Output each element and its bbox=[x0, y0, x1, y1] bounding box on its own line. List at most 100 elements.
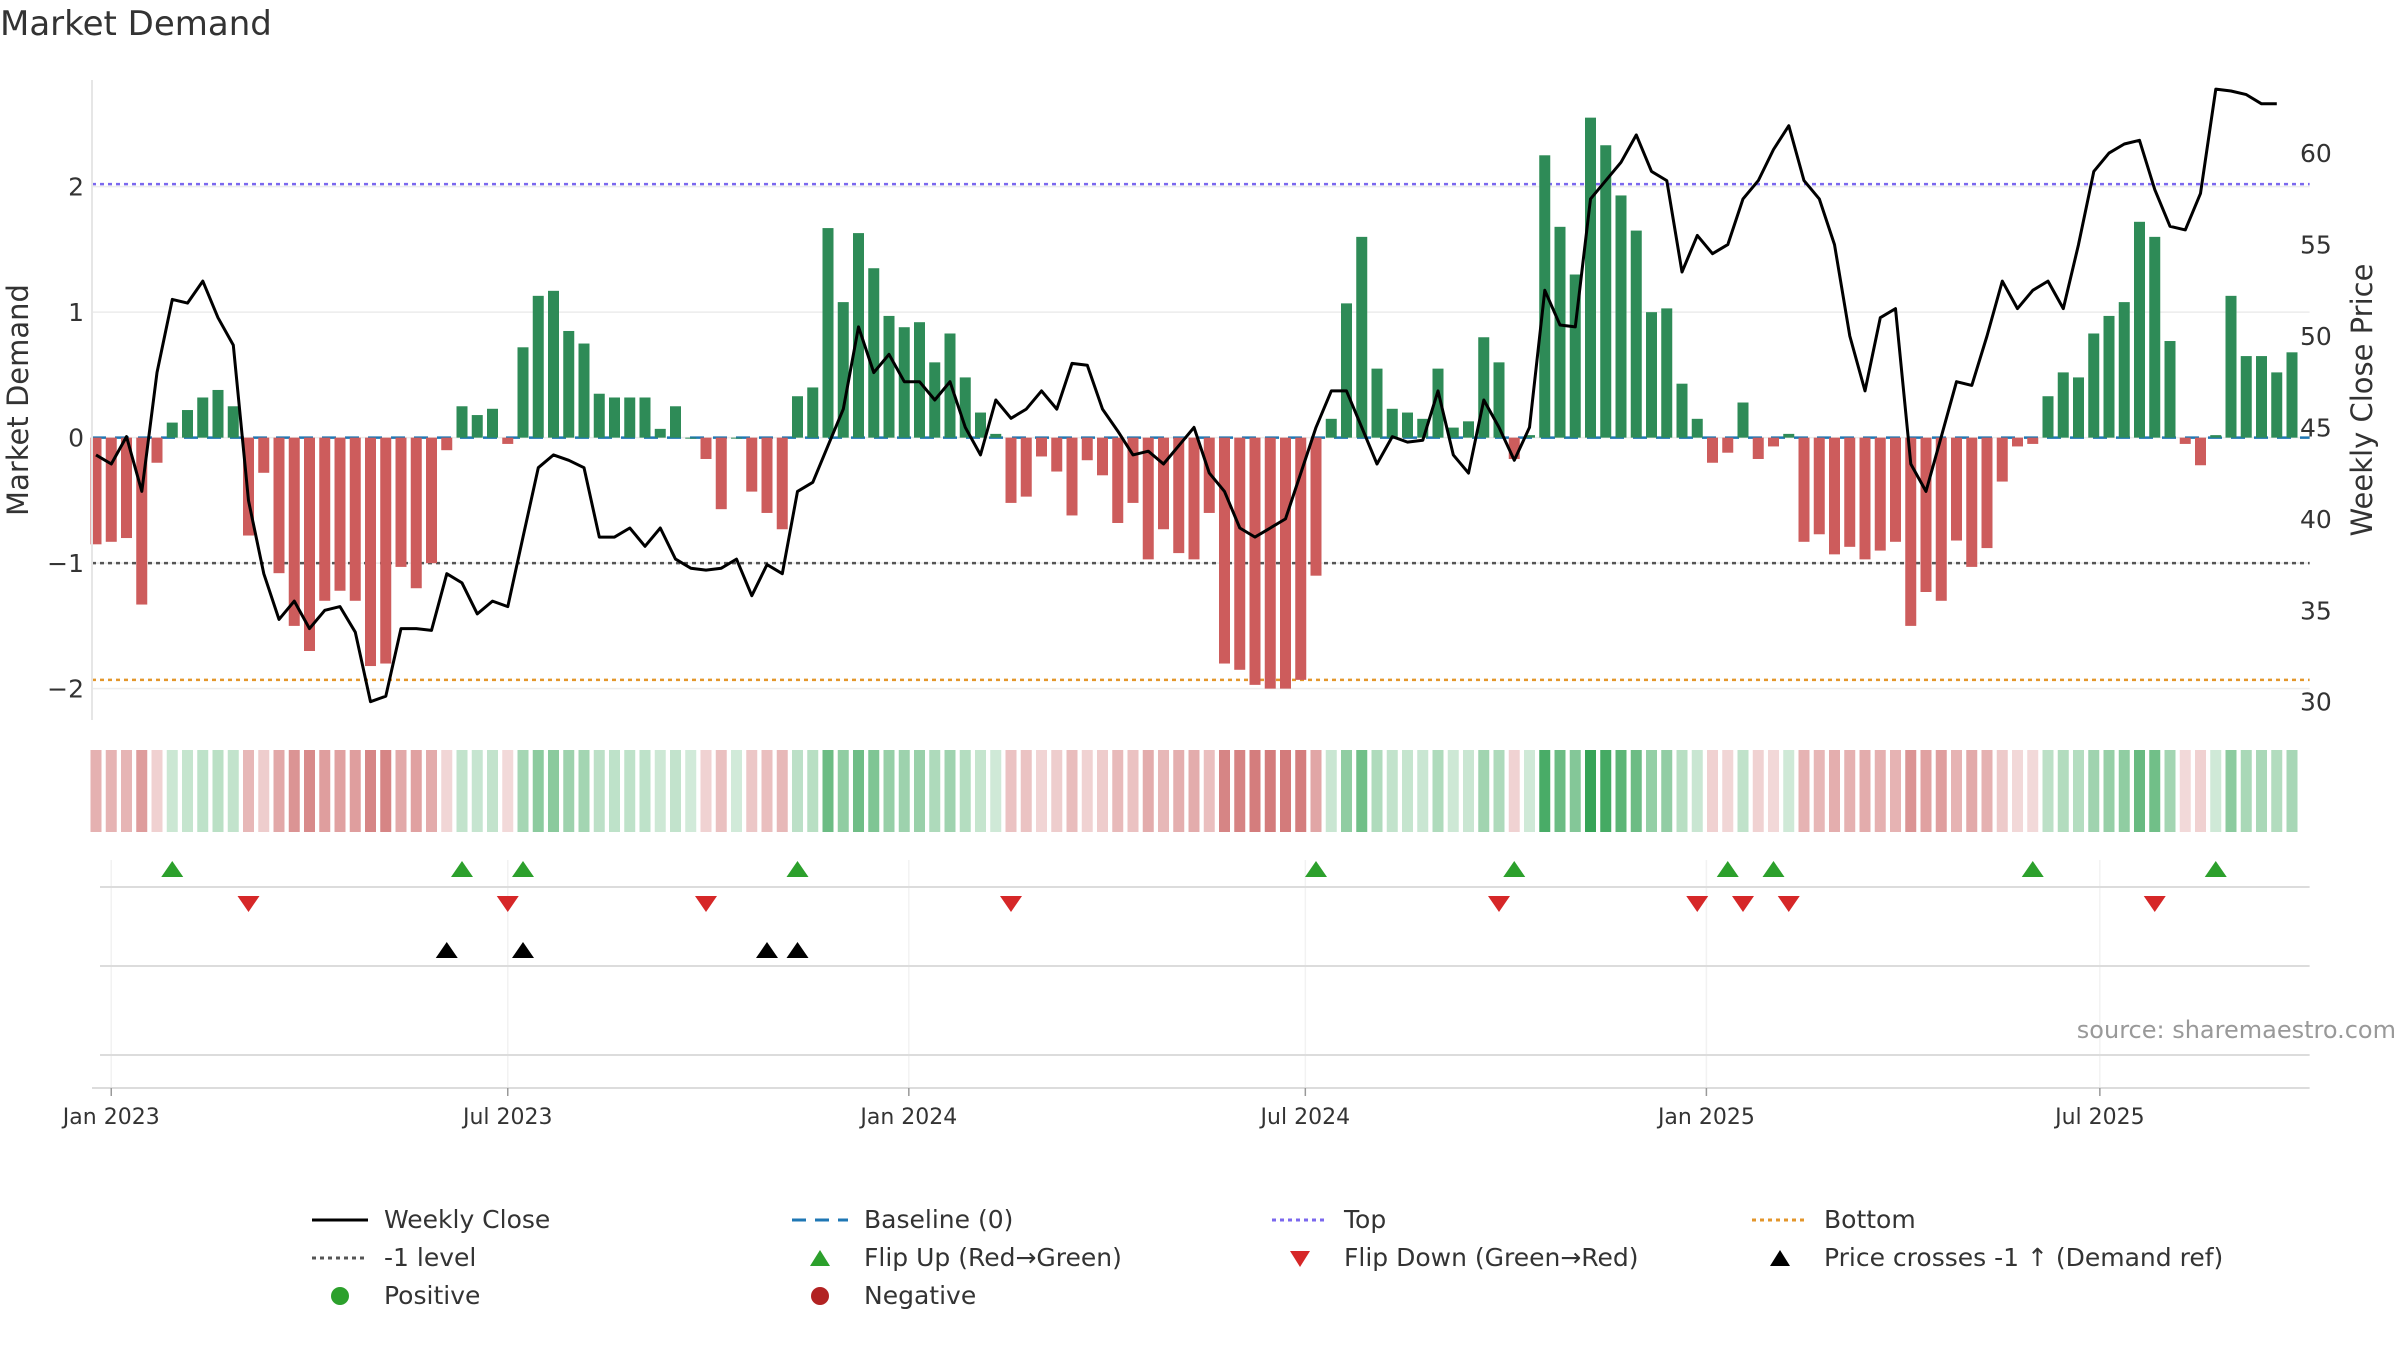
demand-bar bbox=[1508, 437, 1520, 459]
heat-cell bbox=[1188, 750, 1200, 832]
demand-bar bbox=[1386, 408, 1398, 438]
demand-bar bbox=[349, 437, 361, 601]
heat-cell bbox=[1508, 750, 1520, 832]
demand-bar bbox=[1829, 437, 1840, 555]
demand-bar bbox=[151, 437, 163, 463]
flip-down-marker bbox=[1488, 896, 1510, 912]
axes: 2 1 0 −1 −2 60 55 50 45 40 35 30 Market Demand Weekly… bbox=[1, 80, 2379, 720]
y-axis-label: Market Demand bbox=[1, 284, 35, 516]
heat-cell bbox=[105, 750, 117, 832]
heat-cell bbox=[654, 750, 666, 832]
heat-cell bbox=[853, 750, 864, 832]
demand-bar bbox=[1295, 437, 1307, 680]
demand-bar bbox=[1432, 368, 1444, 438]
demand-bar bbox=[1371, 368, 1383, 438]
heat-cell bbox=[273, 750, 285, 832]
heat-cell bbox=[517, 750, 529, 832]
heat-cell bbox=[2225, 750, 2237, 832]
heat-cell bbox=[990, 750, 1002, 832]
heat-cell bbox=[2210, 750, 2222, 832]
demand-bar bbox=[1966, 437, 1978, 567]
heat-cell bbox=[410, 750, 422, 832]
demand-bar bbox=[471, 415, 483, 438]
heat-cell bbox=[90, 750, 102, 832]
demand-bar bbox=[1066, 437, 1078, 516]
demand-bar bbox=[746, 437, 758, 492]
demand-bar bbox=[1691, 418, 1703, 438]
demand-bar bbox=[1402, 412, 1413, 438]
flip-up-marker bbox=[512, 861, 534, 877]
heat-cell bbox=[1081, 750, 1093, 832]
y2-tick-label: 40 bbox=[2300, 505, 2332, 534]
x-tick-label: Jul 2023 bbox=[461, 1105, 553, 1130]
demand-bar bbox=[2195, 437, 2206, 466]
demand-bar bbox=[1051, 437, 1063, 472]
legend-dot-swatch bbox=[1752, 1218, 1808, 1221]
heat-cell bbox=[1112, 750, 1124, 832]
y2-tick-label: 35 bbox=[2300, 596, 2332, 625]
legend-bottom: Bottom bbox=[1750, 1205, 1916, 1234]
heat-cell bbox=[1356, 750, 1368, 832]
heat-cell bbox=[2012, 750, 2023, 832]
demand-bar bbox=[1493, 362, 1505, 438]
heat-cell bbox=[1402, 750, 1413, 832]
legend-label: Positive bbox=[384, 1281, 481, 1310]
legend-label: Top bbox=[1344, 1205, 1387, 1234]
heat-cell bbox=[1295, 750, 1307, 832]
heat-cell bbox=[1203, 750, 1215, 832]
heat-cell bbox=[2195, 750, 2206, 832]
demand-bar bbox=[1707, 437, 1718, 463]
demand-bar bbox=[532, 295, 544, 438]
heat-cell bbox=[1615, 750, 1627, 832]
heat-cell bbox=[959, 750, 971, 832]
heat-cell bbox=[1966, 750, 1978, 832]
demand-heat-strip bbox=[90, 750, 2298, 832]
y2-tick-label: 55 bbox=[2300, 231, 2332, 260]
demand-bar bbox=[1783, 433, 1795, 438]
y-tick-label: 0 bbox=[68, 424, 84, 453]
heat-cell bbox=[1707, 750, 1718, 832]
demand-bar bbox=[517, 347, 529, 438]
demand-bar bbox=[1920, 437, 1932, 592]
heat-cell bbox=[670, 750, 681, 832]
heat-cell bbox=[1661, 750, 1673, 832]
heat-cell bbox=[1554, 750, 1566, 832]
demand-bar bbox=[1356, 236, 1368, 438]
y2-tick-label: 45 bbox=[2300, 413, 2332, 442]
grid-layer bbox=[92, 185, 2310, 1088]
heat-cell bbox=[136, 750, 148, 832]
heat-cell bbox=[1066, 750, 1078, 832]
demand-bar bbox=[2042, 396, 2054, 438]
demand-bar bbox=[1310, 437, 1322, 576]
heat-cell bbox=[761, 750, 773, 832]
heat-cell bbox=[395, 750, 407, 832]
demand-bar bbox=[715, 437, 727, 510]
demand-bar bbox=[1173, 437, 1185, 554]
heat-cell bbox=[548, 750, 559, 832]
heat-cell bbox=[639, 750, 651, 832]
heat-cell bbox=[929, 750, 941, 832]
x-tick-label: Jan 2025 bbox=[1656, 1105, 1755, 1130]
demand-bar bbox=[959, 377, 971, 438]
heat-cell bbox=[304, 750, 315, 832]
heat-cell bbox=[1249, 750, 1261, 832]
demand-bar bbox=[502, 437, 514, 444]
demand-bar bbox=[136, 437, 148, 605]
demand-bar bbox=[212, 389, 224, 438]
heat-cell bbox=[1691, 750, 1703, 832]
demand-bar bbox=[105, 437, 117, 542]
demand-bar bbox=[2149, 236, 2161, 438]
y2-axis-label: Weekly Close Price bbox=[2345, 264, 2379, 537]
heat-cell bbox=[563, 750, 575, 832]
heat-cell bbox=[365, 750, 376, 832]
source-credit: source: sharemaestro.com bbox=[2076, 1016, 2396, 1044]
heat-cell bbox=[1981, 750, 1993, 832]
legend-minus-one: -1 level bbox=[310, 1243, 476, 1272]
demand-bar bbox=[1676, 383, 1688, 438]
heat-cell bbox=[319, 750, 331, 832]
legend-baseline: Baseline (0) bbox=[790, 1205, 1013, 1234]
demand-bar bbox=[883, 315, 895, 438]
legend-top: Top bbox=[1270, 1205, 1386, 1234]
demand-bar bbox=[1112, 437, 1124, 523]
flip-up-marker bbox=[161, 861, 184, 877]
